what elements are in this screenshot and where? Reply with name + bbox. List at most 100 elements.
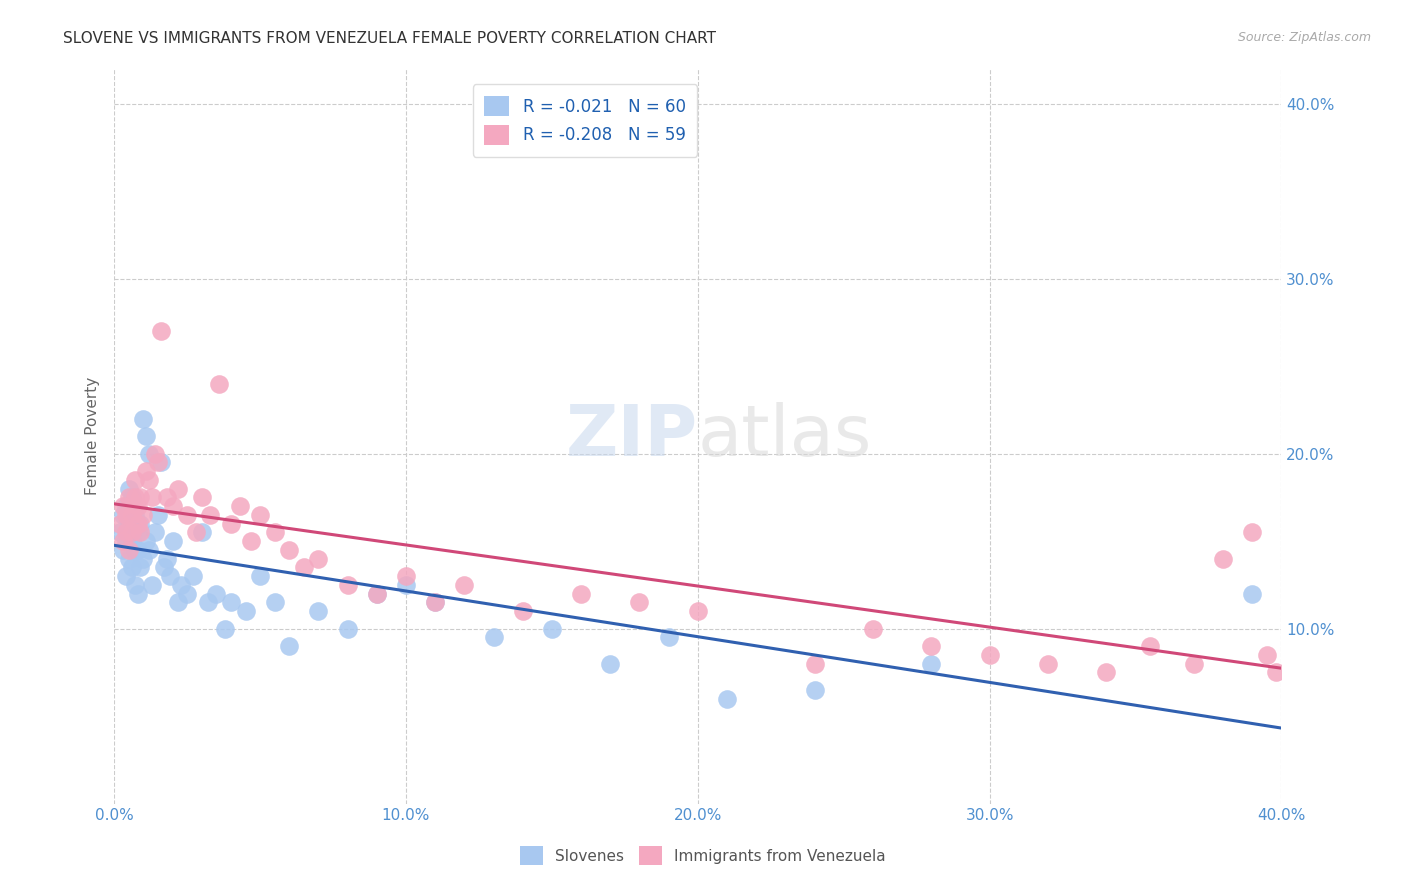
Point (1212, 551, 1234, 566)
Point (240, 534, 263, 549)
Point (979, 648, 1001, 662)
Point (138, 446, 160, 460)
Point (803, 657, 825, 671)
Point (111, 542, 134, 557)
Point (1095, 665, 1118, 680)
Point (127, 542, 149, 557)
Point (263, 595, 285, 609)
Point (395, 569, 418, 583)
Point (121, 491, 143, 505)
Point (115, 534, 138, 549)
Point (138, 542, 160, 557)
Point (599, 657, 621, 671)
Point (658, 631, 681, 645)
Point (115, 525, 138, 540)
Point (1241, 586, 1264, 600)
Point (149, 455, 172, 469)
Point (135, 464, 157, 478)
Point (108, 525, 131, 540)
Point (129, 525, 152, 540)
Point (235, 604, 257, 618)
Point (512, 604, 534, 618)
Point (190, 525, 212, 540)
Point (453, 578, 475, 592)
Point (111, 499, 134, 513)
Point (118, 516, 141, 531)
Point (197, 595, 219, 609)
Point (143, 446, 166, 460)
Point (127, 516, 149, 531)
Point (1256, 648, 1278, 662)
Point (118, 482, 141, 496)
Y-axis label: Female Poverty: Female Poverty (86, 377, 100, 495)
Point (115, 508, 138, 522)
Point (336, 622, 359, 636)
Point (541, 622, 564, 636)
Point (167, 595, 190, 609)
Point (1264, 665, 1286, 680)
Point (129, 560, 152, 574)
Point (141, 491, 163, 505)
Point (159, 569, 181, 583)
Point (307, 551, 329, 566)
Text: ZIP: ZIP (565, 401, 697, 471)
Point (124, 542, 146, 557)
Point (121, 508, 143, 522)
Text: SLOVENE VS IMMIGRANTS FROM VENEZUELA FEMALE POVERTY CORRELATION CHART: SLOVENE VS IMMIGRANTS FROM VENEZUELA FEM… (63, 31, 716, 46)
Point (569, 586, 592, 600)
Point (129, 516, 152, 531)
Point (176, 586, 198, 600)
Point (208, 376, 231, 391)
Point (170, 578, 193, 592)
Point (141, 578, 163, 592)
Point (118, 542, 141, 557)
Point (205, 586, 228, 600)
Point (111, 508, 134, 522)
Point (263, 525, 285, 540)
Point (184, 525, 207, 540)
Point (121, 534, 143, 549)
Point (111, 534, 134, 549)
Point (127, 499, 149, 513)
Legend: Slovenes, Immigrants from Venezuela: Slovenes, Immigrants from Venezuela (513, 840, 893, 871)
Point (167, 482, 190, 496)
Point (228, 499, 250, 513)
Point (1036, 657, 1059, 671)
Point (1182, 657, 1205, 671)
Point (219, 516, 242, 531)
Point (118, 551, 141, 566)
Point (249, 569, 271, 583)
Text: atlas: atlas (697, 401, 872, 471)
Point (176, 508, 198, 522)
Legend: R = -0.021   N = 60, R = -0.208   N = 59: R = -0.021 N = 60, R = -0.208 N = 59 (472, 84, 697, 156)
Point (127, 525, 149, 540)
Point (336, 578, 359, 592)
Point (162, 499, 184, 513)
Point (152, 560, 174, 574)
Text: Source: ZipAtlas.com: Source: ZipAtlas.com (1237, 31, 1371, 45)
Point (121, 560, 143, 574)
Point (395, 578, 418, 592)
Point (124, 491, 146, 505)
Point (214, 622, 236, 636)
Point (425, 595, 447, 609)
Point (132, 508, 155, 522)
Point (108, 516, 131, 531)
Point (278, 639, 301, 653)
Point (124, 508, 146, 522)
Point (716, 691, 738, 706)
Point (292, 560, 315, 574)
Point (366, 586, 388, 600)
Point (278, 542, 301, 557)
Point (482, 631, 505, 645)
Point (190, 491, 212, 505)
Point (115, 569, 138, 583)
Point (149, 324, 172, 338)
Point (135, 534, 157, 549)
Point (181, 569, 204, 583)
Point (146, 455, 169, 469)
Point (920, 639, 942, 653)
Point (143, 525, 166, 540)
Point (162, 534, 184, 549)
Point (138, 473, 160, 487)
